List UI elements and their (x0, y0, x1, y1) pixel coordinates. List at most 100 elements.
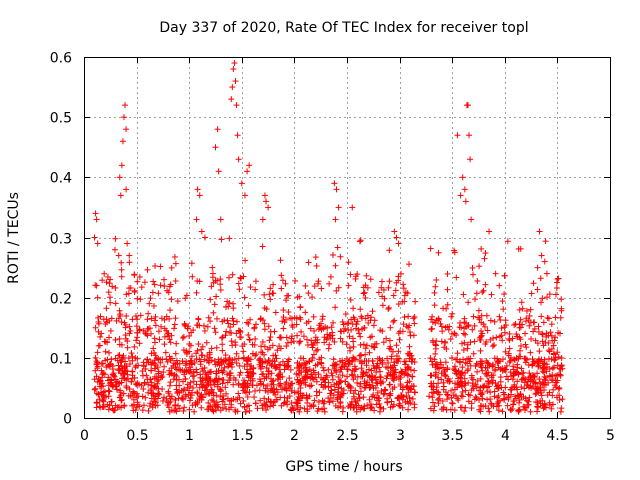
data-point (292, 277, 299, 284)
data-point (157, 374, 164, 381)
data-point (312, 337, 319, 344)
data-point (158, 315, 165, 322)
data-point (276, 334, 283, 341)
data-point (212, 361, 219, 368)
data-point (118, 162, 125, 169)
data-point (546, 366, 553, 373)
data-point (501, 272, 508, 279)
data-point (458, 378, 465, 385)
data-point (145, 310, 152, 317)
data-point (405, 261, 412, 268)
data-point (350, 376, 357, 383)
data-point (440, 386, 447, 393)
data-point (237, 400, 244, 407)
y-tick-labels: 0 0.1 0.2 0.3 0.4 0.5 0.6 (50, 51, 72, 428)
data-point (351, 355, 358, 362)
data-point (269, 378, 276, 385)
data-point (511, 322, 518, 329)
data-point (318, 381, 325, 388)
data-point (528, 290, 535, 297)
data-point (287, 366, 294, 373)
data-point (234, 396, 241, 403)
data-point (204, 406, 211, 413)
data-point (126, 259, 133, 266)
data-point (487, 396, 494, 403)
data-point (268, 370, 275, 377)
data-point (442, 359, 449, 366)
data-point (252, 400, 259, 407)
data-point (545, 332, 552, 339)
data-point (409, 373, 416, 380)
data-point (174, 298, 181, 305)
data-point (241, 192, 248, 199)
data-point (364, 402, 371, 409)
data-point (253, 351, 260, 358)
data-point (516, 396, 523, 403)
data-point (395, 348, 402, 355)
data-point (164, 399, 171, 406)
data-point (395, 240, 402, 247)
data-point (247, 316, 254, 323)
data-point (105, 374, 112, 381)
data-point (462, 198, 469, 205)
data-point (302, 379, 309, 386)
data-point (107, 299, 114, 306)
data-point (537, 275, 544, 282)
data-point (133, 381, 140, 388)
data-point (126, 252, 133, 259)
data-point (126, 300, 133, 307)
data-point (345, 282, 352, 289)
data-point (496, 313, 503, 320)
data-point (391, 371, 398, 378)
data-point (285, 356, 292, 363)
data-point (247, 356, 254, 363)
data-point (237, 274, 244, 281)
data-point (163, 395, 170, 402)
data-point (149, 289, 156, 296)
data-point (295, 378, 302, 385)
data-point (240, 397, 247, 404)
data-point (379, 302, 386, 309)
data-point (448, 313, 455, 320)
data-point (91, 386, 98, 393)
data-point (215, 168, 222, 175)
data-point (476, 334, 483, 341)
data-point (246, 336, 253, 343)
data-point (128, 350, 135, 357)
data-point (289, 322, 296, 329)
data-point (464, 102, 471, 109)
data-point (462, 380, 469, 387)
data-point (480, 403, 487, 410)
data-point (474, 278, 481, 285)
data-point (151, 317, 158, 324)
data-point (237, 369, 244, 376)
data-point (327, 273, 334, 280)
data-point (319, 316, 326, 323)
data-point (213, 344, 220, 351)
data-point (526, 322, 533, 329)
data-point (156, 390, 163, 397)
data-point (150, 278, 157, 285)
data-point (193, 289, 200, 296)
data-point (390, 292, 397, 299)
data-point (431, 356, 438, 363)
data-point (260, 381, 267, 388)
data-point (229, 84, 236, 91)
data-point (263, 373, 270, 380)
data-point (249, 350, 256, 357)
data-point (344, 320, 351, 327)
data-point (349, 335, 356, 342)
data-point (409, 358, 416, 365)
data-point (479, 289, 486, 296)
data-point (235, 156, 242, 163)
data-point (228, 96, 235, 103)
data-point (441, 367, 448, 374)
data-point (151, 349, 158, 356)
data-point (122, 335, 129, 342)
data-point (283, 343, 290, 350)
data-point (240, 377, 247, 384)
data-point (554, 349, 561, 356)
data-point (350, 314, 357, 321)
data-point (206, 351, 213, 358)
